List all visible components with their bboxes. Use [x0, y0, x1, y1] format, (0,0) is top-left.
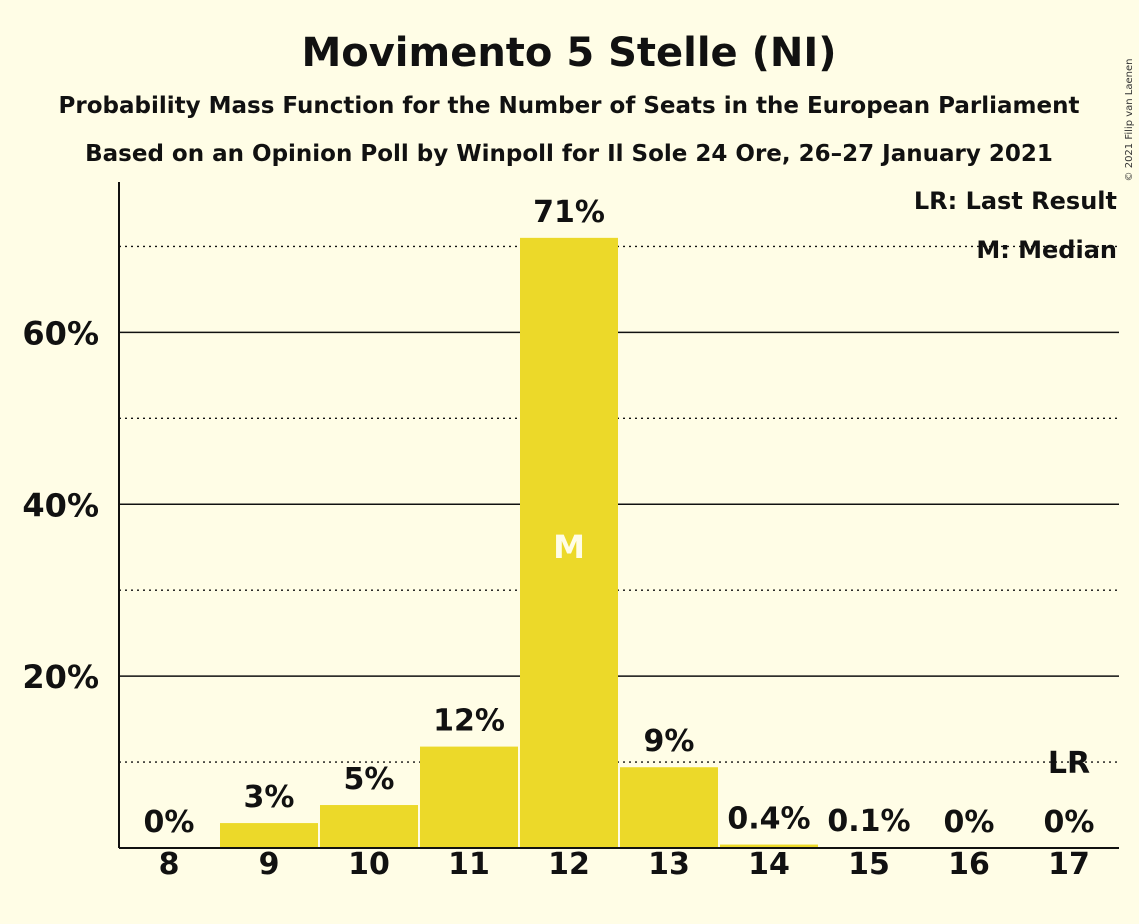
legend-median: M: Median [976, 236, 1117, 264]
x-tick-label-10: 10 [348, 847, 390, 882]
data-label-17: 0% [1044, 805, 1095, 840]
data-label-14: 0.4% [727, 802, 810, 837]
bar-9 [220, 823, 318, 848]
bar-10 [320, 805, 418, 848]
data-label-13: 9% [644, 724, 695, 759]
x-tick-label-17: 17 [1048, 847, 1090, 882]
x-tick-label-16: 16 [948, 847, 990, 882]
x-tick-label-15: 15 [848, 847, 890, 882]
data-label-16: 0% [944, 805, 995, 840]
chart-subtitle: Probability Mass Function for the Number… [59, 93, 1080, 119]
y-tick-label: 40% [22, 486, 99, 524]
bar-11 [420, 746, 518, 848]
bar-12 [520, 237, 618, 849]
x-tick-label-12: 12 [548, 847, 590, 882]
data-label-10: 5% [344, 762, 395, 797]
y-tick-label: 60% [22, 314, 99, 352]
data-label-11: 12% [433, 704, 505, 739]
data-label-8: 0% [144, 805, 195, 840]
bars [220, 237, 918, 849]
median-marker: M [553, 528, 585, 566]
chart-title: Movimento 5 Stelle (NI) [301, 30, 836, 76]
x-tick-label-14: 14 [748, 847, 790, 882]
x-tick-label-13: 13 [648, 847, 690, 882]
data-label-9: 3% [244, 780, 295, 815]
x-tick-label-8: 8 [159, 847, 180, 882]
bar-14 [720, 844, 818, 848]
y-tick-label: 20% [22, 658, 99, 696]
data-labels: 0% 8 3% 9 5% 10 12% 11 71% 12 M 9% 13 0.4% 14 0.1% 15 0% 1… [144, 195, 1095, 882]
x-tick-label-11: 11 [448, 847, 490, 882]
copyright-notice: © 2021 Filip van Laenen [1124, 59, 1135, 182]
data-label-12: 71% [533, 195, 605, 230]
last-result-marker: LR [1048, 746, 1090, 781]
bar-13 [620, 767, 718, 848]
legend-last-result: LR: Last Result [914, 187, 1117, 215]
data-label-15: 0.1% [827, 804, 910, 839]
gridlines: 20% 40% 60% [22, 245, 1119, 763]
x-tick-label-9: 9 [259, 847, 280, 882]
axes [118, 182, 1119, 849]
chart-subtitle-source: Based on an Opinion Poll by Winpoll for … [85, 141, 1053, 167]
